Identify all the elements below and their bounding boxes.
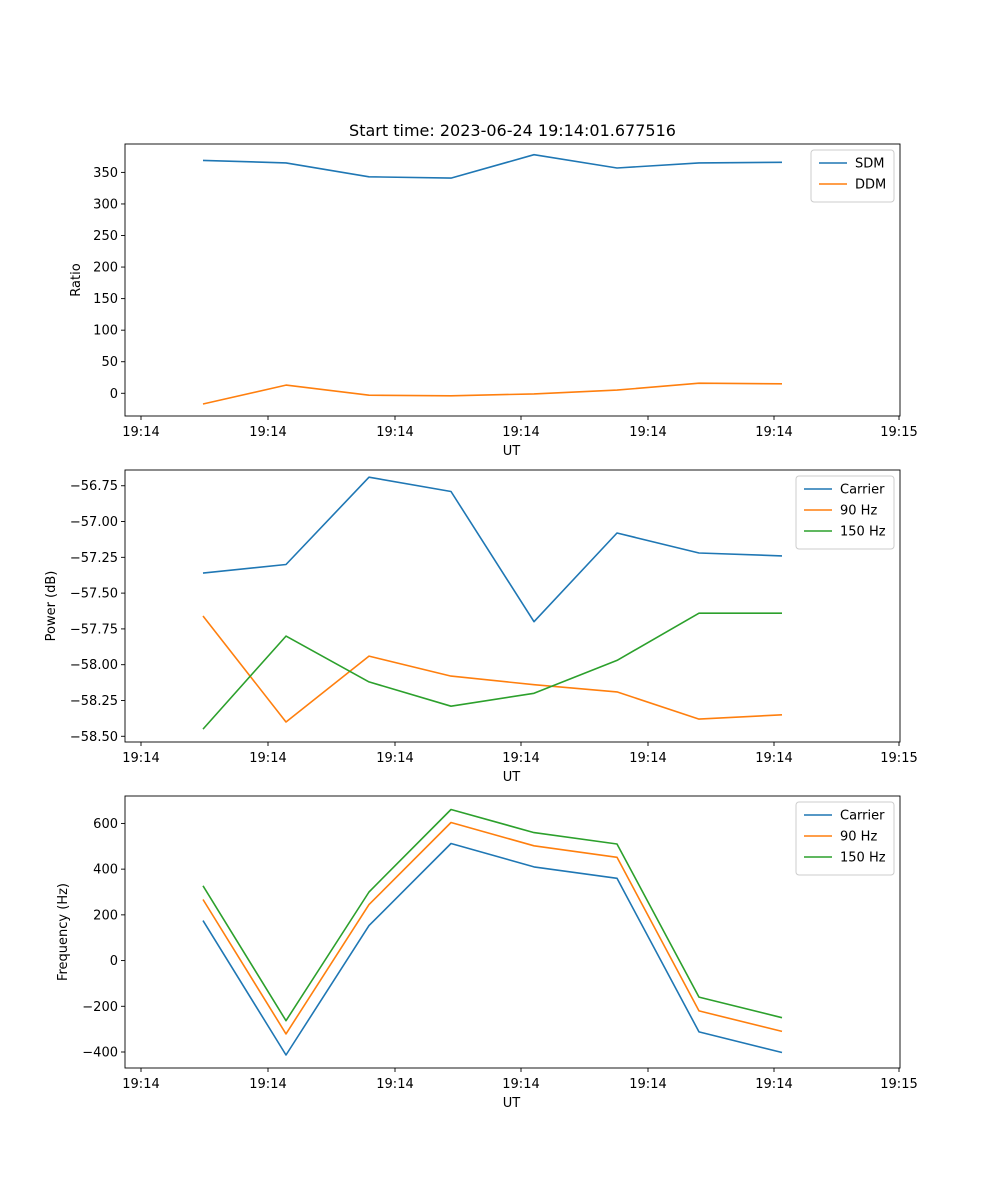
y-tick-label: −56.75 <box>70 479 118 494</box>
y-tick-label: 0 <box>110 954 118 969</box>
x-tick-label: 19:14 <box>502 1077 539 1092</box>
legend-entry: SDM <box>855 157 884 172</box>
chart-panel-1: Start time: 2023-06-24 19:14:01.677516 19… <box>69 121 918 459</box>
series-line-90-hz <box>202 821 783 1035</box>
legend: SDM DDM <box>810 149 895 203</box>
x-tick-label: 19:14 <box>249 751 286 766</box>
x-tick-label: 19:14 <box>629 425 666 440</box>
legend-entry: 90 Hz <box>840 830 877 845</box>
y-tick-label: 100 <box>93 324 118 339</box>
chart-title: Start time: 2023-06-24 19:14:01.677516 <box>349 121 676 140</box>
y-tick-label: 50 <box>101 355 118 370</box>
legend-entry: Carrier <box>840 483 885 498</box>
x-tick-label: 19:14 <box>122 1077 159 1092</box>
series-line-carrier <box>202 842 783 1056</box>
x-tick-label: 19:14 <box>755 751 792 766</box>
y-tick-label: 300 <box>93 197 118 212</box>
x-tick-label: 19:14 <box>122 425 159 440</box>
x-tick-label: 19:15 <box>880 1077 917 1092</box>
series-line-sdm <box>202 153 783 179</box>
y-tick-label: −57.50 <box>70 587 118 602</box>
y-tick-label: 250 <box>93 229 118 244</box>
y-tick-label: 200 <box>93 261 118 276</box>
x-tick-label: 19:14 <box>502 751 539 766</box>
x-tick-label: 19:14 <box>755 425 792 440</box>
series-line-150-hz <box>202 808 783 1022</box>
x-tick-label: 19:15 <box>880 425 917 440</box>
x-tick-label: 19:14 <box>629 1077 666 1092</box>
x-tick-label: 19:14 <box>249 1077 286 1092</box>
x-tick-label: 19:14 <box>502 425 539 440</box>
y-tick-label: 600 <box>93 817 118 832</box>
y-tick-label: −58.50 <box>70 730 118 745</box>
x-tick-label: 19:14 <box>755 1077 792 1092</box>
x-axis-label: UT <box>503 1096 521 1111</box>
y-tick-label: −57.00 <box>70 515 118 530</box>
chart-panel-3: 19:14 19:14 19:14 19:14 19:14 19:14 19:15 −400 −… <box>56 795 918 1111</box>
legend-entry: 90 Hz <box>840 504 877 519</box>
chart-panel-2: 19:14 19:14 19:14 19:14 19:14 19:14 19:15 −58.5… <box>44 469 918 785</box>
y-tick-label: −57.25 <box>70 551 118 566</box>
y-tick-label: 0 <box>110 387 118 402</box>
y-axis-label: Power (dB) <box>44 571 59 642</box>
y-tick-label: −200 <box>82 1000 118 1015</box>
series-line-150-hz <box>202 612 782 730</box>
y-tick-label: −58.00 <box>70 658 118 673</box>
y-tick-label: 150 <box>93 292 118 307</box>
x-tick-label: 19:14 <box>376 1077 413 1092</box>
legend-entry: 150 Hz <box>840 851 886 866</box>
series-line-carrier <box>202 476 783 623</box>
axes-frame <box>124 795 901 1069</box>
y-tick-label: 200 <box>93 908 118 923</box>
y-tick-label: 350 <box>93 166 118 181</box>
legend-entry: 150 Hz <box>840 525 886 540</box>
x-tick-label: 19:14 <box>376 751 413 766</box>
x-tick-label: 19:14 <box>376 425 413 440</box>
x-tick-label: 19:14 <box>629 751 666 766</box>
x-tick-label: 19:15 <box>880 751 917 766</box>
y-tick-label: 400 <box>93 863 118 878</box>
x-axis-label: UT <box>503 770 521 785</box>
x-tick-label: 19:14 <box>249 425 286 440</box>
y-tick-label: −400 <box>82 1046 118 1061</box>
y-tick-label: −58.25 <box>70 694 118 709</box>
legend-entry: Carrier <box>840 809 885 824</box>
y-axis-label: Ratio <box>69 263 84 296</box>
legend: Carrier 90 Hz 150 Hz <box>795 475 895 550</box>
series-line-90-hz <box>202 615 783 723</box>
axes-frame <box>124 143 901 417</box>
legend: Carrier 90 Hz 150 Hz <box>795 801 895 876</box>
legend-entry: DDM <box>855 178 886 193</box>
y-axis-label: Frequency (Hz) <box>56 883 71 981</box>
x-tick-label: 19:14 <box>122 751 159 766</box>
x-axis-label: UT <box>503 444 521 459</box>
axes-frame <box>124 469 901 743</box>
series-line-ddm <box>202 382 783 405</box>
y-tick-label: −57.75 <box>70 622 118 637</box>
